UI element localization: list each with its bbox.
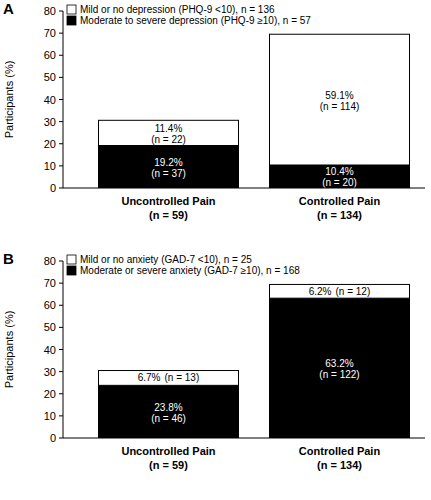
y-tick (59, 438, 63, 439)
chart: AParticipants (%)0102030405060708019.2%(… (0, 0, 431, 500)
y-tick (59, 327, 63, 328)
y-axis (63, 261, 64, 438)
x-tick-label-line: (n = 134) (317, 209, 362, 221)
y-tick (59, 393, 63, 394)
y-tick-label: 30 (44, 366, 56, 378)
y-tick (59, 371, 63, 372)
bar-segment (99, 146, 239, 188)
y-tick-label: 40 (44, 94, 56, 106)
n-label: (n = 37) (151, 168, 186, 179)
x-tick-label: Controlled Pain (n = 134) (299, 445, 381, 471)
bars (99, 284, 410, 438)
legend-label: Moderate to severe depression (PHQ-9 ≥10… (80, 15, 311, 26)
y-tick (59, 188, 63, 189)
x-axis (63, 438, 425, 439)
x-tick-label-line: Uncontrolled Pain (121, 445, 215, 457)
y-tick-label: 80 (44, 255, 56, 267)
y-tick-label: 70 (44, 277, 56, 289)
y-tick-label: 40 (44, 344, 56, 356)
legend-label: Moderate or severe anxiety (GAD-7 ≥10), … (80, 265, 300, 276)
x-tick-label-line: Controlled Pain (299, 195, 381, 207)
x-tick-label: Uncontrolled Pain (n = 59) (121, 195, 215, 221)
data-labels: 23.8%(n = 46)63.2%(n = 122)6.7%(n = 13)6… (138, 286, 371, 424)
y-tick (59, 99, 63, 100)
data-label: 63.2% (325, 358, 353, 369)
legend-swatch (67, 5, 76, 14)
y-tick (59, 77, 63, 78)
y-tick (59, 305, 63, 306)
n-label: (n = 22) (151, 134, 186, 145)
x-tick-label-line: Controlled Pain (299, 445, 381, 457)
y-tick-label: 10 (44, 160, 56, 172)
y-tick-label: 60 (44, 49, 56, 61)
y-tick (59, 165, 63, 166)
y-tick-label: 0 (50, 182, 56, 194)
y-tick-label: 10 (44, 410, 56, 422)
y-tick-label: 50 (44, 71, 56, 83)
bars (99, 34, 410, 188)
n-label: (n = 114) (320, 101, 360, 112)
x-tick-label-line: (n = 59) (149, 459, 188, 471)
bar-segment (270, 34, 410, 165)
legend-swatch (67, 255, 76, 264)
data-labels: 19.2%(n = 37) 10.4%(n = 20) 11.4%(n = 22) 5… (151, 90, 359, 189)
data-label-value: 6.7% (138, 372, 161, 383)
panel: AParticipants (%)0102030405060708019.2%(… (3, 0, 425, 221)
y-axis-label: Participants (%) (3, 61, 15, 139)
x-tick-label-line: (n = 59) (149, 209, 188, 221)
y-tick-label: 0 (50, 432, 56, 444)
y-tick (59, 415, 63, 416)
n-label: (n = 46) (151, 413, 186, 424)
data-label: 23.8% (154, 402, 182, 413)
legend: Mild or no anxiety (GAD-7 <10), n = 25Mo… (67, 254, 300, 276)
x-tick-label-line: (n = 134) (317, 459, 362, 471)
data-label: 19.2% (154, 157, 182, 168)
bar-segment (270, 165, 410, 188)
y-tick (59, 143, 63, 144)
n-label: (n = 13) (165, 372, 200, 383)
panel: BParticipants (%)0102030405060708023.8%(… (3, 250, 425, 471)
data-label-value: 6.2% (309, 286, 332, 297)
y-tick (59, 283, 63, 284)
data-label: 10.4% (325, 166, 353, 177)
y-tick (59, 11, 63, 12)
bar-segment (270, 284, 410, 298)
x-tick-label-line: Uncontrolled Pain (121, 195, 215, 207)
y-tick-label: 30 (44, 116, 56, 128)
legend-label: Mild or no depression (PHQ-9 <10), n = 1… (80, 4, 275, 15)
n-label: (n = 20) (322, 177, 357, 188)
panel-label: A (3, 0, 14, 17)
bar-segment (99, 385, 239, 438)
bar-segment (99, 120, 239, 145)
y-tick-label: 50 (44, 321, 56, 333)
y-axis (63, 11, 64, 188)
y-tick (59, 55, 63, 56)
legend-swatch (67, 266, 76, 275)
y-tick (59, 121, 63, 122)
legend: Mild or no depression (PHQ-9 <10), n = 1… (67, 4, 311, 26)
y-tick-label: 60 (44, 299, 56, 311)
y-tick-label: 20 (44, 388, 56, 400)
legend-label: Mild or no anxiety (GAD-7 <10), n = 25 (80, 254, 252, 265)
legend-swatch (67, 16, 76, 25)
data-label: 6.2% (n = 12) (309, 286, 371, 297)
y-tick (59, 33, 63, 34)
y-tick (59, 261, 63, 262)
bar-segment (99, 371, 239, 386)
y-tick (59, 349, 63, 350)
data-label: 59.1% (325, 90, 353, 101)
n-label: (n = 122) (319, 369, 359, 380)
data-label: 11.4% (155, 123, 183, 134)
panel-label: B (3, 250, 14, 267)
y-tick-label: 20 (44, 138, 56, 150)
x-axis (63, 188, 425, 189)
data-label: 6.7% (n = 13) (138, 372, 200, 383)
y-axis-label: Participants (%) (3, 311, 15, 389)
bar-segment (270, 298, 410, 438)
y-tick-label: 80 (44, 5, 56, 17)
x-tick-label: Controlled Pain (n = 134) (299, 195, 381, 221)
x-tick-label: Uncontrolled Pain (n = 59) (121, 445, 215, 471)
y-tick-label: 70 (44, 27, 56, 39)
n-label: (n = 12) (336, 286, 371, 297)
